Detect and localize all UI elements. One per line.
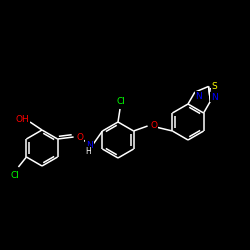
Text: N: N (196, 92, 202, 101)
Text: Cl: Cl (116, 98, 126, 106)
Text: OH: OH (15, 116, 29, 124)
Text: N: N (211, 93, 218, 102)
Text: O: O (150, 122, 157, 130)
Text: Cl: Cl (11, 170, 20, 179)
Text: S: S (212, 82, 218, 91)
Text: H: H (86, 146, 91, 156)
Text: N: N (86, 140, 93, 149)
Text: O: O (76, 132, 83, 141)
